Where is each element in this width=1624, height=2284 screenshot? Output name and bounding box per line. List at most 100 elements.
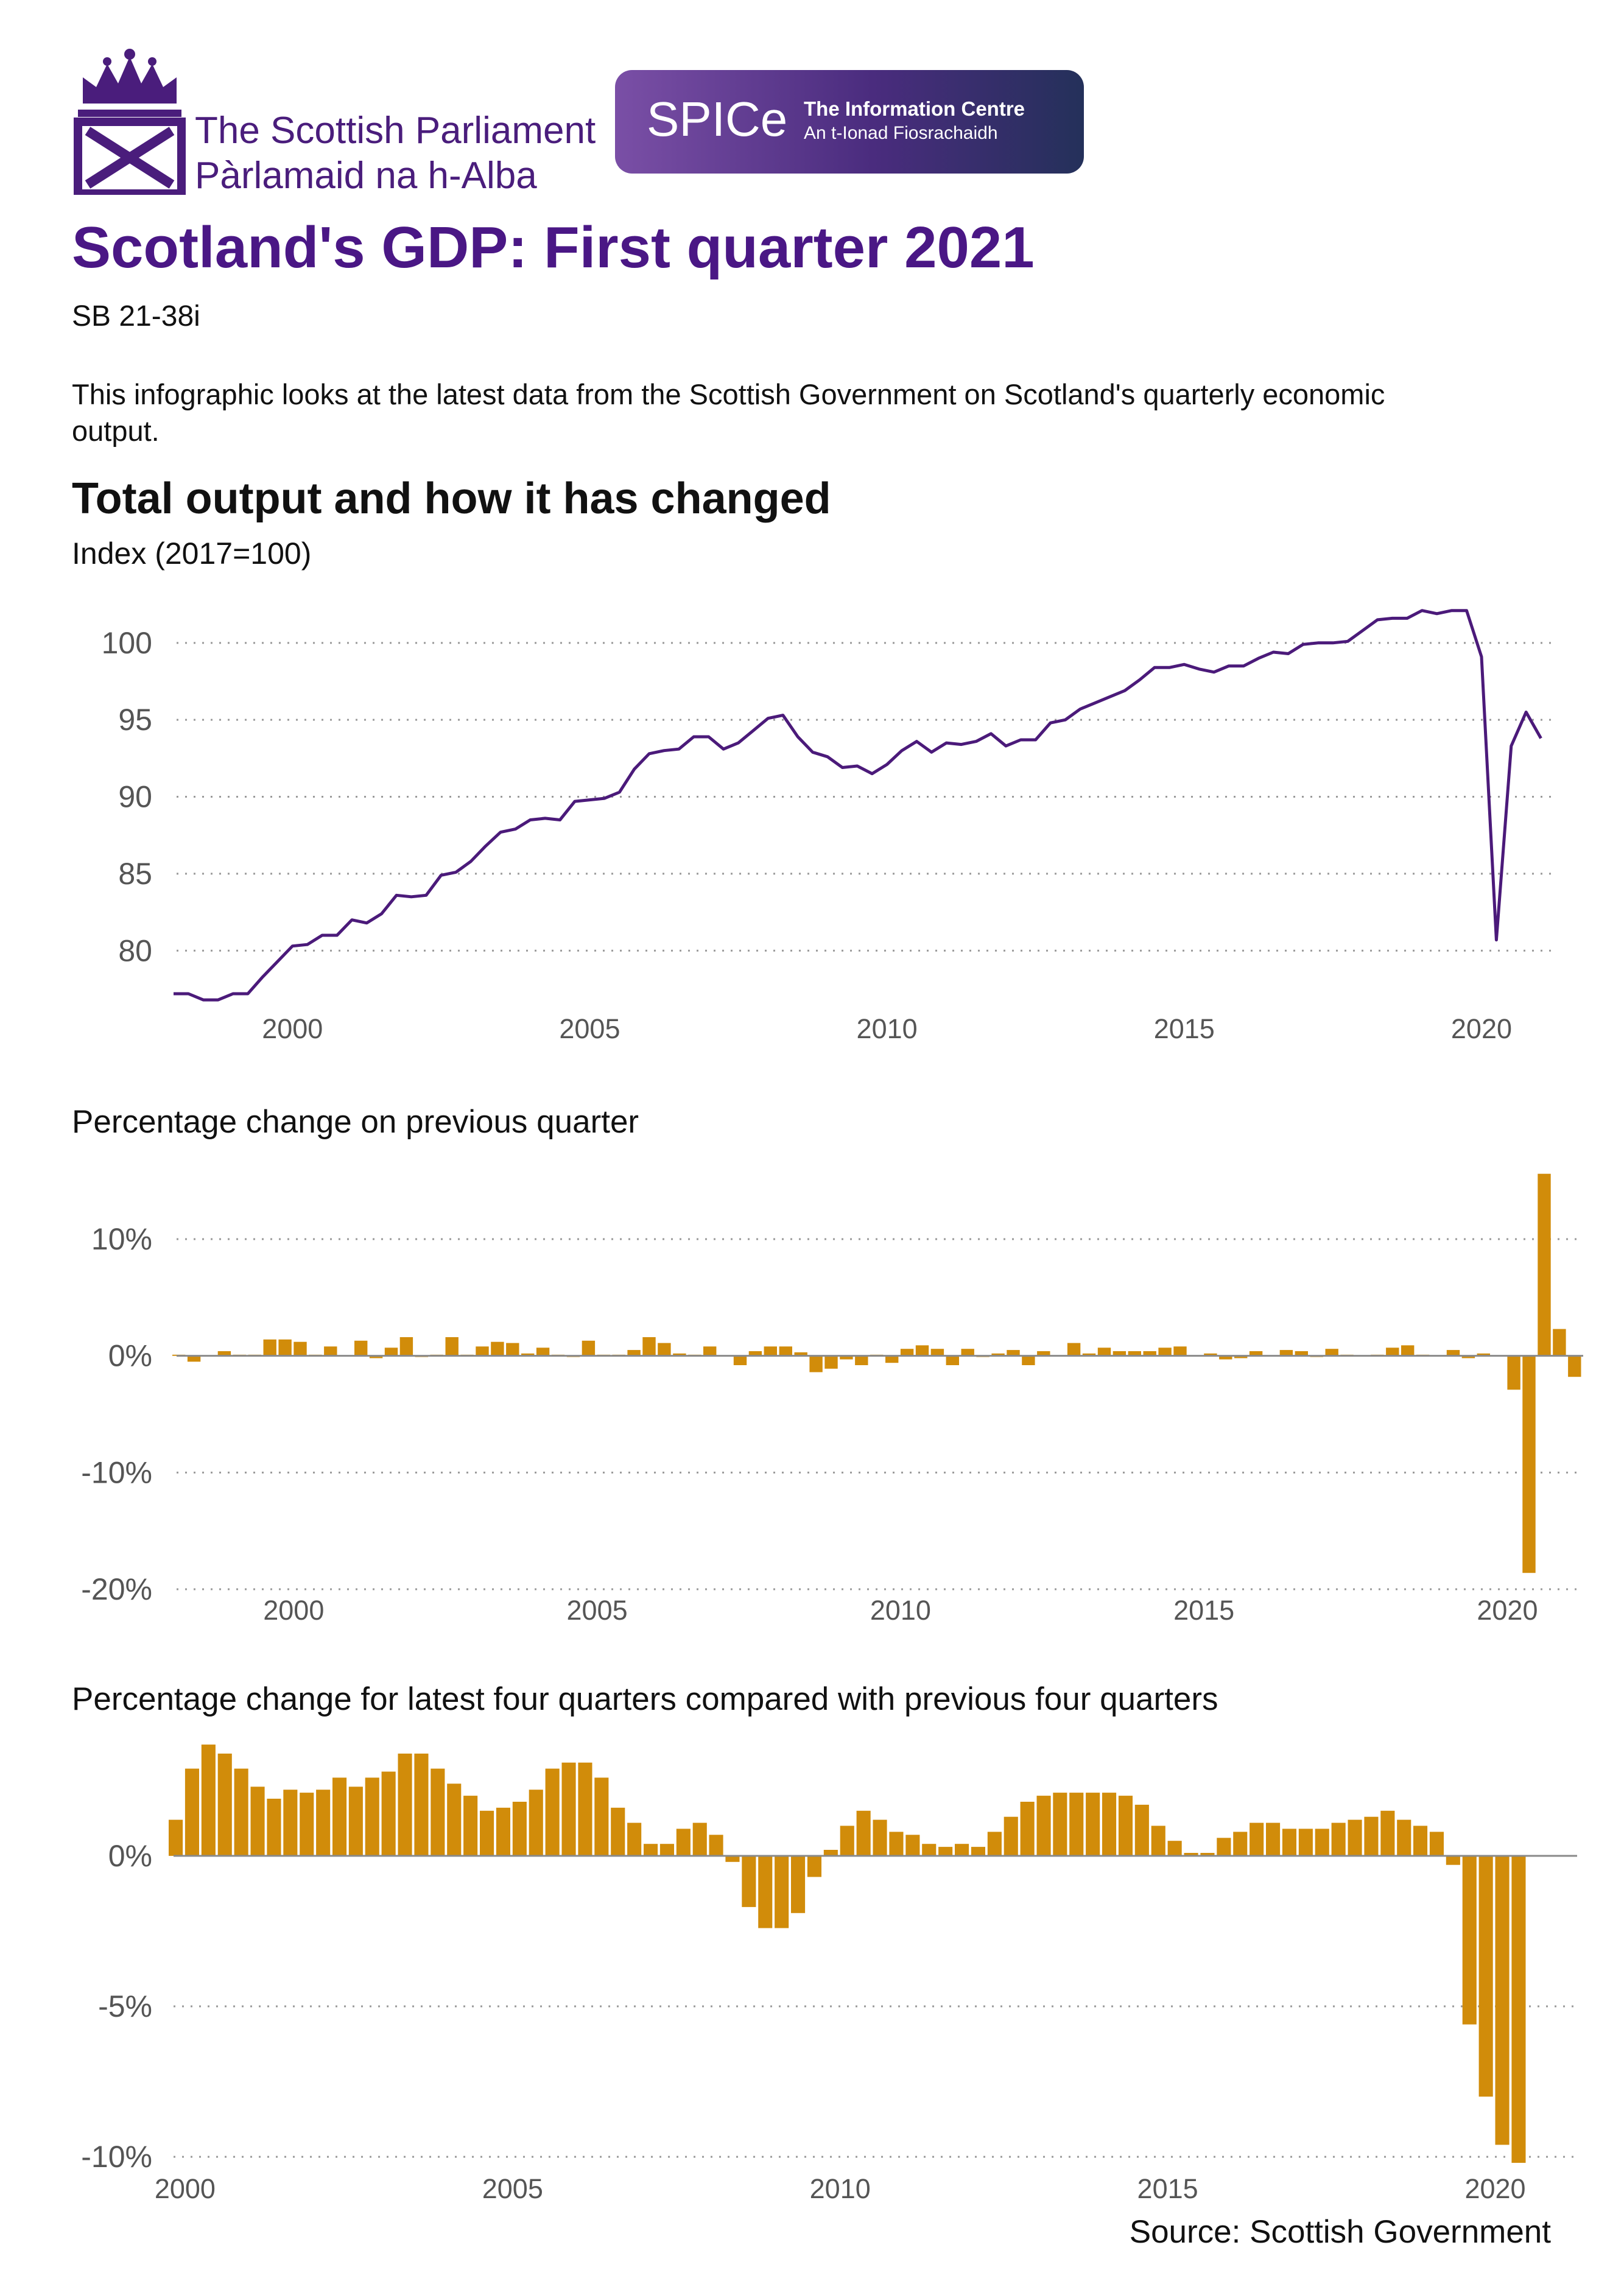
bar-q73	[1348, 1819, 1362, 1856]
bar-q47	[922, 1844, 937, 1856]
bar-q66	[1158, 1348, 1172, 1356]
bar-q56	[1069, 1793, 1084, 1856]
bar-q63	[1113, 1351, 1127, 1356]
bar-q70	[1219, 1355, 1232, 1360]
bar-q67	[1250, 1822, 1264, 1856]
spice-tagline-gaelic: An t-Ionad Fiosrachaidh	[804, 123, 998, 143]
bar-q25	[561, 1762, 576, 1856]
bar-q42	[794, 1352, 807, 1356]
bar-q77	[1413, 1825, 1428, 1856]
bar-q44	[824, 1355, 838, 1369]
bar-q82	[1401, 1345, 1415, 1356]
bar-q34	[673, 1353, 686, 1356]
bar-q31	[627, 1350, 641, 1356]
bar-q19	[463, 1796, 478, 1856]
bar-q19	[445, 1337, 459, 1356]
bar-q87	[1477, 1353, 1490, 1356]
bar-q71	[1315, 1829, 1329, 1856]
bar-q51	[930, 1349, 944, 1356]
bar-q32	[676, 1829, 691, 1856]
x-tick-label-2000: 2000	[155, 2173, 216, 2204]
bar-q52	[1004, 1816, 1018, 1856]
bar-q76	[1397, 1819, 1411, 1856]
bar-q8	[283, 1790, 298, 1856]
bar-q4	[217, 1351, 231, 1356]
bar-q68	[1266, 1822, 1281, 1856]
bar-q21	[496, 1807, 510, 1856]
gdp-index-series-line	[174, 609, 1542, 1002]
bar-q91	[1538, 1173, 1551, 1356]
bar-q23	[506, 1343, 519, 1356]
spice-tagline-english: The Information Centre	[804, 97, 1025, 120]
bar-q13	[365, 1777, 379, 1856]
x-tick-label-2005: 2005	[567, 1595, 628, 1626]
bar-q39	[791, 1855, 806, 1913]
bar-q61	[1082, 1353, 1096, 1356]
bar-q55	[991, 1353, 1005, 1356]
bar-q23	[529, 1790, 543, 1856]
annual-change-chart-title: Percentage change for latest four quarte…	[72, 1681, 1218, 1717]
bar-q11	[332, 1777, 347, 1856]
bar-q53	[961, 1349, 974, 1356]
org-name-english: The Scottish Parliament	[195, 110, 596, 152]
x-tick-label-2015: 2015	[1154, 1013, 1215, 1044]
bar-q5	[234, 1768, 248, 1856]
bar-q40	[807, 1855, 821, 1877]
bar-q60	[1067, 1343, 1081, 1356]
x-tick-label-2000: 2000	[263, 1595, 324, 1626]
bar-q75	[1380, 1810, 1395, 1856]
y-tick-label: -5%	[98, 1989, 152, 2023]
bar-q9	[294, 1341, 307, 1356]
bar-q81	[1386, 1348, 1399, 1356]
quarterly-change-chart-title: Percentage change on previous quarter	[72, 1104, 639, 1140]
bar-q46	[905, 1835, 920, 1856]
y-tick-label: 0%	[108, 1839, 152, 1873]
source-note: Source: Scottish Government	[1129, 2214, 1551, 2250]
bar-q1	[169, 1819, 183, 1856]
x-tick-label-2020: 2020	[1464, 2173, 1525, 2204]
x-tick-label-2015: 2015	[1173, 1595, 1234, 1626]
bar-q75	[1295, 1351, 1308, 1356]
x-tick-label-2010: 2010	[810, 2173, 871, 2204]
bar-q41	[779, 1346, 792, 1356]
bar-q55	[1053, 1793, 1067, 1856]
bar-q44	[873, 1819, 887, 1856]
bar-q41	[823, 1850, 838, 1856]
bar-q32	[642, 1337, 656, 1356]
bar-q7	[267, 1799, 281, 1856]
bar-q60	[1134, 1804, 1149, 1856]
bar-q70	[1298, 1829, 1313, 1856]
bar-q90	[1522, 1355, 1536, 1573]
x-tick-label-2020: 2020	[1477, 1595, 1538, 1626]
bar-q11	[324, 1346, 337, 1356]
y-tick-label: 90	[118, 780, 152, 814]
x-tick-label-2000: 2000	[262, 1013, 323, 1044]
bar-q92	[1553, 1329, 1566, 1356]
bar-q20	[480, 1810, 494, 1856]
bar-q43	[809, 1355, 823, 1372]
intro-text: This infographic looks at the latest dat…	[72, 378, 1385, 447]
bar-q28	[582, 1340, 596, 1356]
y-tick-label: -10%	[81, 2140, 152, 2174]
x-tick-label-2005: 2005	[559, 1013, 620, 1044]
bar-q26	[578, 1762, 592, 1856]
bar-q33	[658, 1343, 671, 1356]
org-name-gaelic: Pàrlamaid na h-Alba	[195, 155, 537, 197]
bar-q14	[369, 1355, 383, 1358]
bar-q2	[185, 1768, 199, 1856]
bar-q38	[733, 1355, 747, 1365]
bar-q80	[1462, 1855, 1477, 2025]
x-tick-label-2005: 2005	[482, 2173, 543, 2204]
bar-q66	[1233, 1832, 1248, 1856]
bar-q89	[1507, 1355, 1520, 1390]
bar-q3	[201, 1745, 216, 1856]
bar-q63	[1184, 1853, 1198, 1856]
scottish-parliament-crest-icon	[74, 49, 186, 195]
page-title: Scotland's GDP: First quarter 2021	[72, 215, 1035, 280]
bar-q24	[545, 1768, 560, 1856]
bar-q65	[1217, 1838, 1231, 1856]
bar-q81	[1478, 1855, 1493, 2097]
y-tick-label: -20%	[81, 1572, 152, 1606]
bar-q10	[316, 1790, 331, 1856]
bar-q61	[1151, 1825, 1165, 1856]
